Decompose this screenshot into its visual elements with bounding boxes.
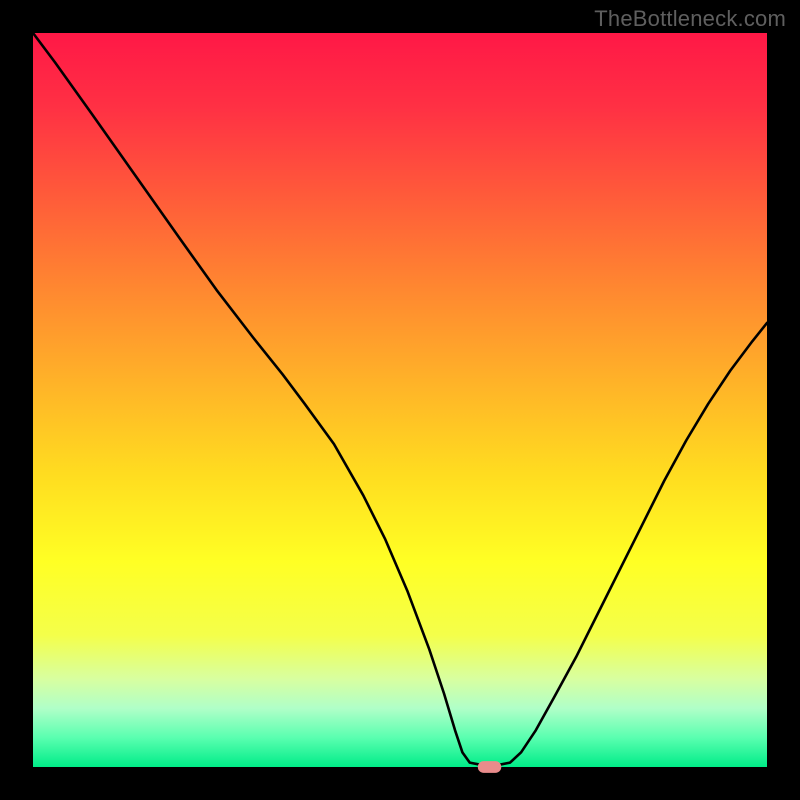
minimum-marker — [478, 761, 501, 773]
chart-svg — [0, 0, 800, 800]
plot-background — [33, 33, 767, 767]
bottleneck-chart: TheBottleneck.com — [0, 0, 800, 800]
watermark-text: TheBottleneck.com — [594, 6, 786, 32]
